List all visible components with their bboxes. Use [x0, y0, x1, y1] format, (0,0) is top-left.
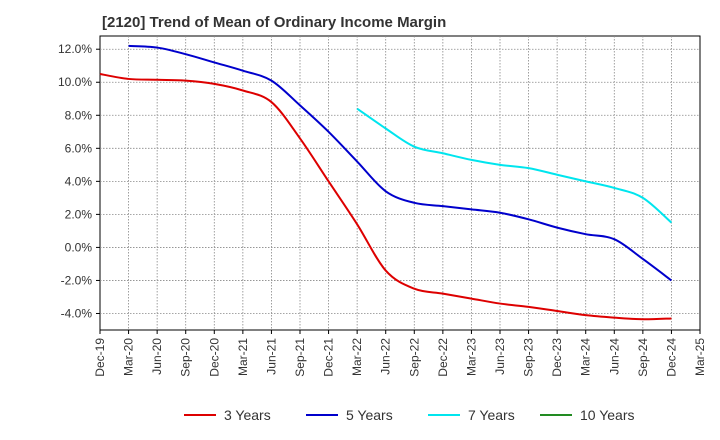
x-tick-label: Jun-23: [493, 338, 507, 375]
grid: [99, 35, 701, 331]
x-tick-label: Jun-21: [264, 338, 278, 375]
x-tick-label: Mar-25: [693, 338, 707, 376]
y-tick-label: 2.0%: [65, 207, 93, 221]
x-tick-label: Dec-22: [436, 338, 450, 377]
y-tick-label: -4.0%: [61, 306, 93, 320]
x-tick-label: Dec-19: [93, 338, 107, 377]
series-line-7-years: [356, 107, 673, 224]
x-tick-label: Dec-21: [322, 338, 336, 377]
x-tick-label: Jun-22: [379, 338, 393, 375]
series-line-3-years: [99, 73, 672, 321]
y-tick-label: 12.0%: [58, 42, 92, 56]
x-tick-label: Mar-20: [122, 338, 136, 376]
legend-label-7-years: 7 Years: [468, 407, 515, 423]
series-line-5-years: [128, 44, 673, 282]
legend-label-10-years: 10 Years: [580, 407, 635, 423]
legend: 3 Years 5 Years 7 Years 10 Years: [184, 407, 635, 423]
chart-title: [2120] Trend of Mean of Ordinary Income …: [102, 14, 447, 31]
y-tick-label: -2.0%: [61, 273, 93, 287]
y-tick-label: 6.0%: [65, 141, 93, 155]
x-tick-label: Sep-21: [293, 338, 307, 377]
x-tick-label: Mar-21: [236, 338, 250, 376]
x-tick-label: Dec-23: [550, 338, 564, 377]
y-tick-label: 8.0%: [65, 108, 93, 122]
x-tick-label: Sep-22: [407, 338, 421, 377]
x-tick-label: Mar-22: [350, 338, 364, 376]
x-tick-label: Sep-24: [636, 338, 650, 377]
x-tick-label: Dec-24: [664, 338, 678, 377]
x-tick-label: Mar-24: [579, 338, 593, 376]
x-axis: Dec-19 Mar-20 Jun-20 Sep-20 Dec-20 Mar-21 Jun-…: [93, 330, 707, 377]
x-tick-label: Dec-20: [207, 338, 221, 377]
series-lines: [99, 44, 673, 321]
y-tick-label: 10.0%: [58, 75, 92, 89]
y-tick-label: 4.0%: [65, 174, 93, 188]
x-tick-label: Sep-23: [522, 338, 536, 377]
x-tick-label: Jun-20: [150, 338, 164, 375]
x-tick-label: Mar-23: [464, 338, 478, 376]
y-axis: 12.0% 10.0% 8.0% 6.0% 4.0% 2.0% 0.0% -2.0% -4.0%: [58, 42, 100, 320]
x-tick-label: Jun-24: [607, 338, 621, 375]
legend-label-3-years: 3 Years: [224, 407, 271, 423]
x-tick-label: Sep-20: [179, 338, 193, 377]
legend-label-5-years: 5 Years: [346, 407, 393, 423]
y-tick-label: 0.0%: [65, 240, 93, 254]
plot-frame: [99, 35, 701, 331]
